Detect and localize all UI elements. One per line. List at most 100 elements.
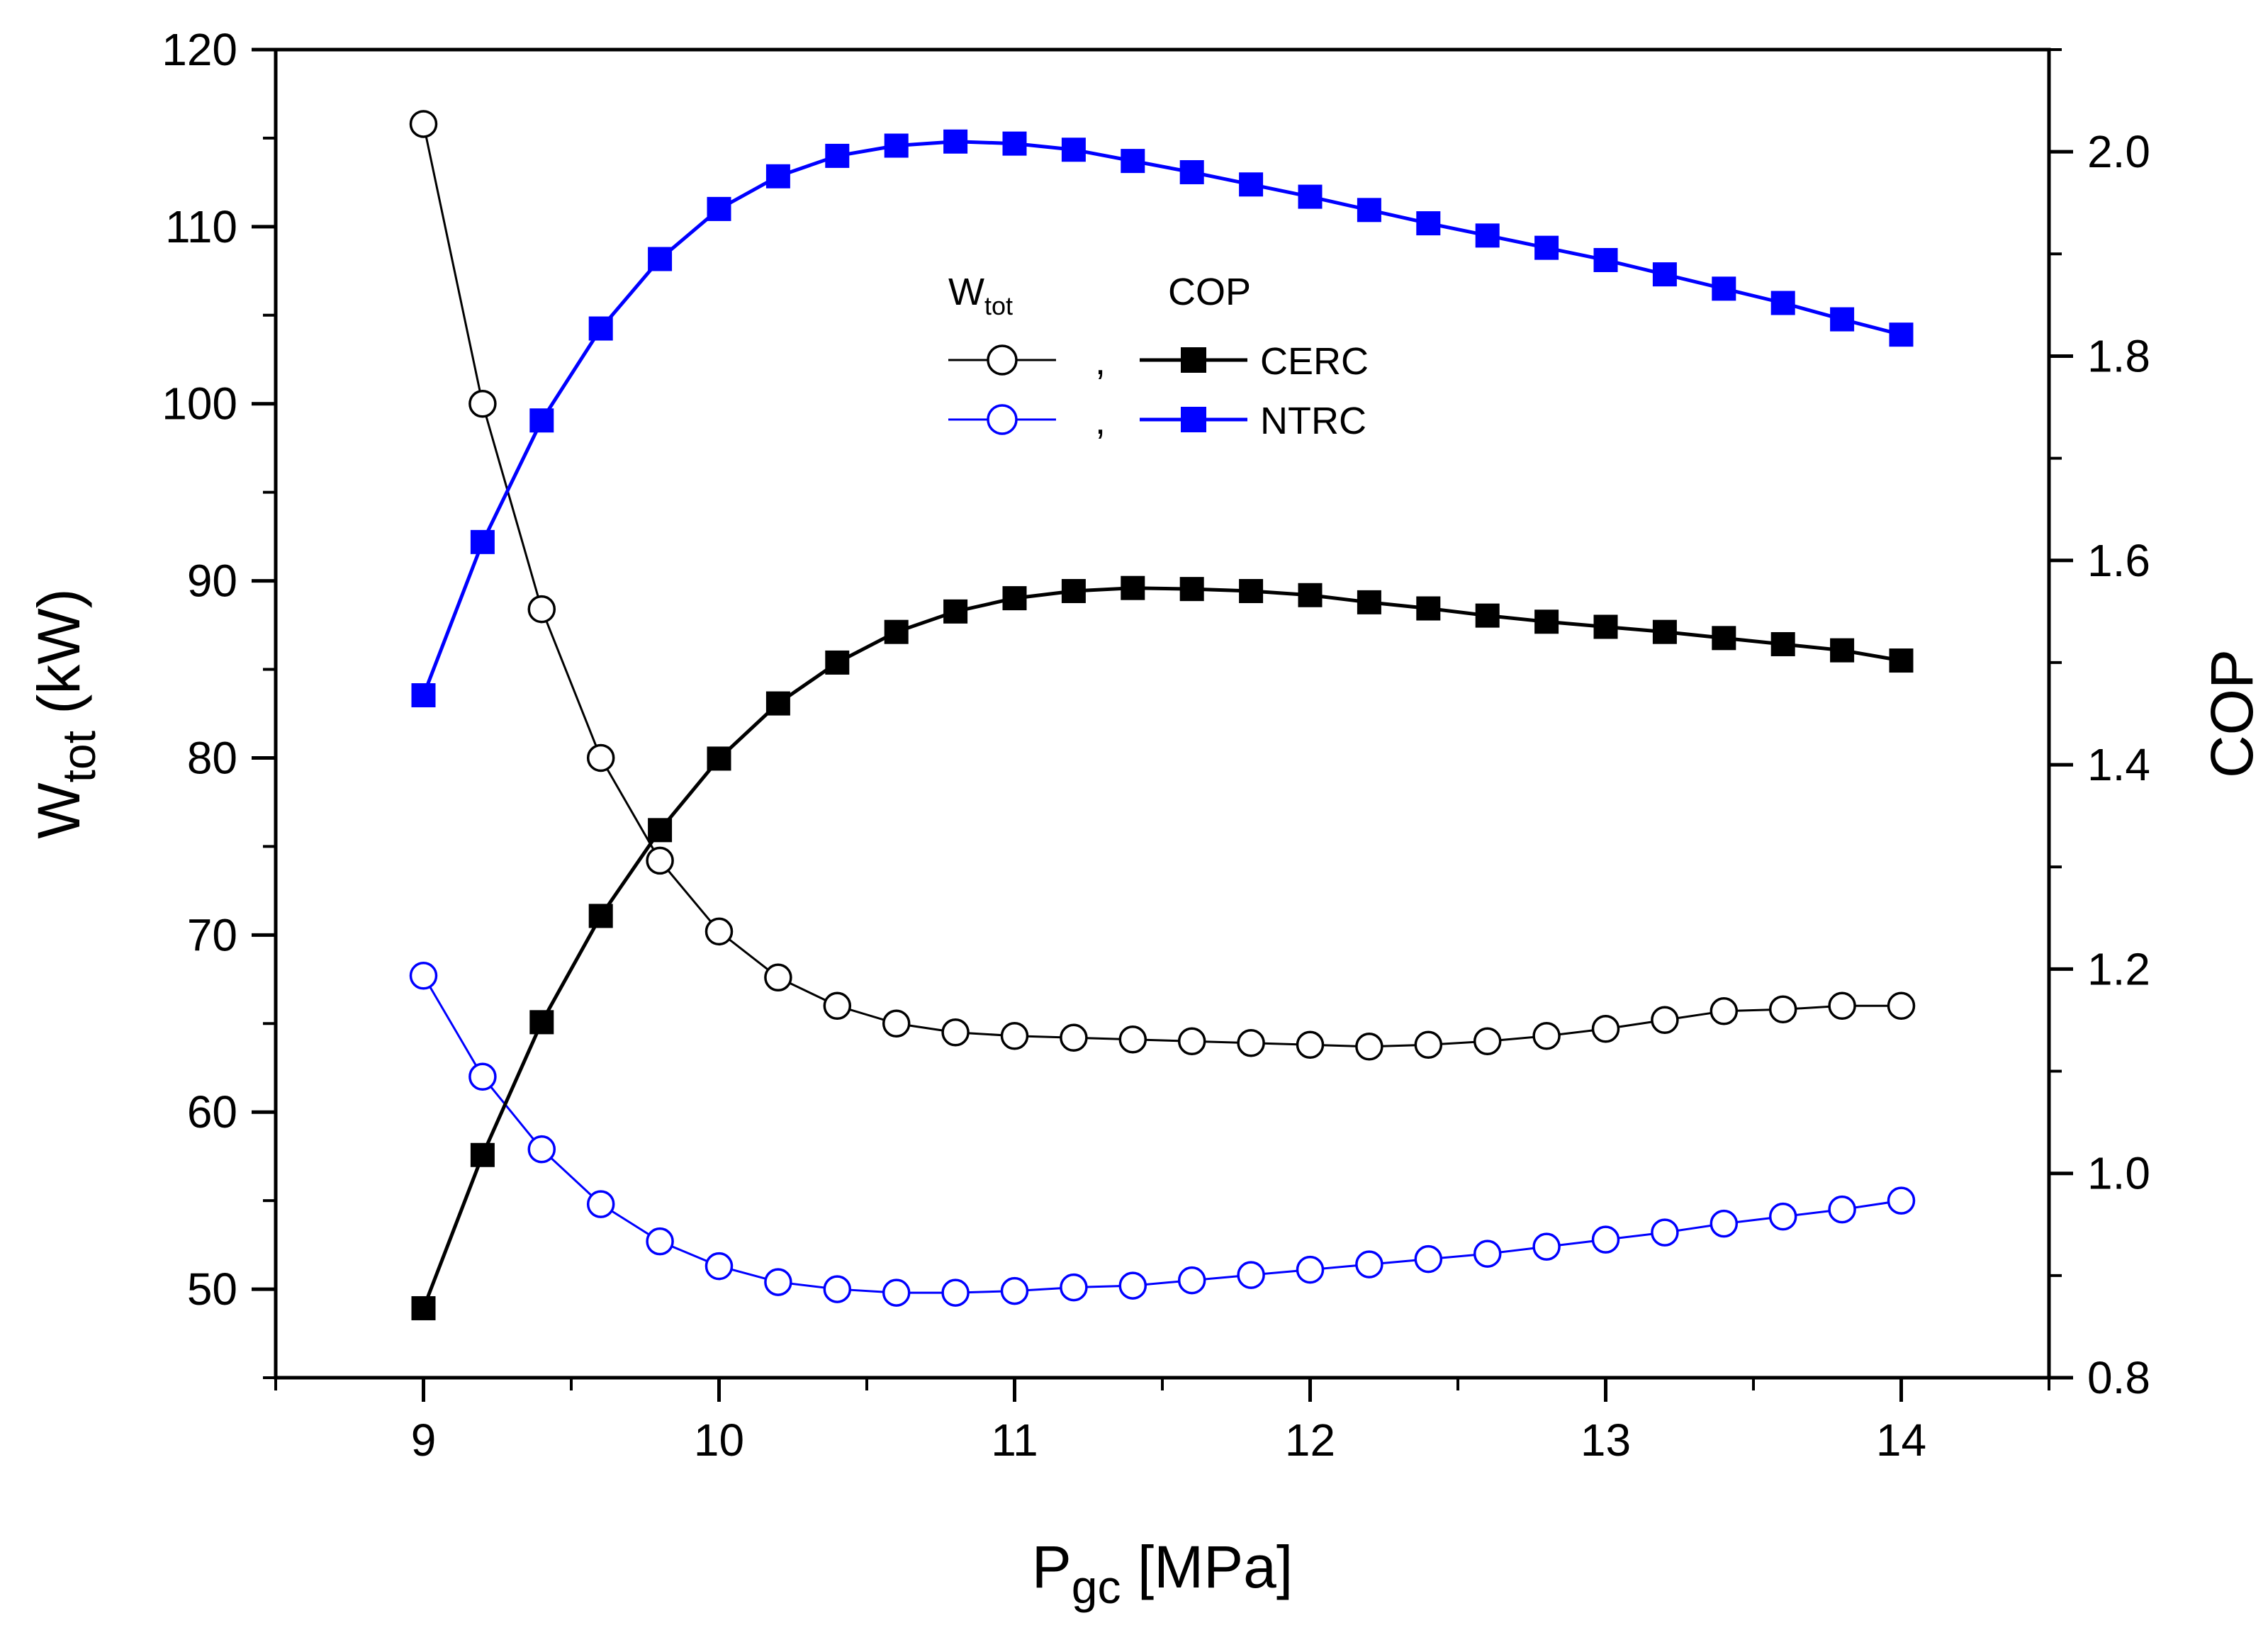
data-point-square xyxy=(707,196,731,221)
legend: Wtot COP , CERC , NTRC xyxy=(948,271,1369,442)
y-right-tick-label: 1.6 xyxy=(2087,535,2150,586)
data-point-square xyxy=(1652,619,1677,644)
data-point-circle xyxy=(1887,1186,1916,1215)
data-point-circle xyxy=(1887,991,1916,1021)
data-point-square xyxy=(707,746,731,771)
data-point-circle xyxy=(1828,1195,1856,1224)
data-point-square xyxy=(1889,322,1914,347)
data-point-circle xyxy=(1710,1209,1739,1238)
legend-wtot-marker-cerc xyxy=(987,344,1018,376)
legend-header-wtot: Wtot xyxy=(948,271,1013,320)
data-point-square xyxy=(1652,262,1677,287)
y-right-tick-label: 1.8 xyxy=(2087,330,2150,381)
data-point-circle xyxy=(1414,1244,1443,1274)
data-point-circle xyxy=(704,1252,734,1281)
data-point-circle xyxy=(1177,1266,1206,1295)
data-point-circle xyxy=(1532,1232,1561,1261)
data-point-circle xyxy=(1532,1022,1561,1050)
data-point-circle xyxy=(468,389,497,418)
y-right-tick-label: 1.2 xyxy=(2087,943,2150,994)
data-point-square xyxy=(1298,184,1323,209)
data-point-circle xyxy=(941,1278,970,1307)
data-point-circle xyxy=(1000,1022,1029,1050)
data-point-circle xyxy=(1237,1261,1265,1289)
legend-label-ntrc: NTRC xyxy=(1260,400,1366,442)
series-line-2 xyxy=(422,586,1902,1309)
data-point-square xyxy=(1416,211,1441,236)
y-left-axis-title: Wtot (kW) xyxy=(26,588,105,838)
y-left-tick-label: 90 xyxy=(187,556,237,607)
data-point-circle xyxy=(1591,1225,1620,1254)
data-point-circle xyxy=(646,1227,674,1256)
data-point-square xyxy=(529,408,554,433)
series-markers xyxy=(409,110,1916,1320)
data-point-square xyxy=(1179,159,1204,184)
data-point-circle xyxy=(1591,1015,1620,1043)
data-point-square xyxy=(1830,307,1855,332)
y-left-tick-label: 100 xyxy=(162,378,237,429)
data-point-circle xyxy=(1768,995,1797,1024)
data-point-square xyxy=(825,650,850,675)
data-point-square xyxy=(411,683,436,708)
data-point-circle xyxy=(1355,1250,1383,1278)
data-point-circle xyxy=(941,1018,970,1047)
y-left-tick-label: 110 xyxy=(165,201,237,252)
data-point-square xyxy=(1416,596,1441,621)
data-point-circle xyxy=(1710,997,1739,1025)
x-tick-label: 10 xyxy=(694,1415,744,1466)
data-point-circle xyxy=(586,743,615,772)
data-point-circle xyxy=(1473,1027,1502,1056)
y-right-tick-label: 1.0 xyxy=(2087,1148,2150,1199)
data-point-circle xyxy=(1060,1273,1088,1302)
data-point-square xyxy=(825,143,850,168)
y-left-tick-label: 120 xyxy=(162,24,237,75)
y-left-tick-label: 70 xyxy=(187,909,237,960)
data-point-circle xyxy=(823,1275,852,1303)
y-left-tick-label: 50 xyxy=(187,1264,237,1315)
x-tick-label: 12 xyxy=(1285,1415,1335,1466)
data-point-circle xyxy=(764,963,792,992)
data-point-square xyxy=(1770,631,1795,656)
data-point-square xyxy=(943,599,968,624)
data-point-circle xyxy=(1000,1276,1029,1305)
data-point-circle xyxy=(1177,1027,1206,1056)
data-point-square xyxy=(1179,577,1204,602)
tick-marks xyxy=(252,47,2073,1402)
data-point-circle xyxy=(764,1268,792,1296)
data-point-circle xyxy=(1651,1218,1679,1247)
data-point-square xyxy=(1534,609,1559,634)
data-point-square xyxy=(1475,603,1500,628)
data-point-square xyxy=(1121,575,1145,600)
y-right-tick-label: 0.8 xyxy=(2087,1352,2150,1403)
data-point-circle xyxy=(586,1190,615,1218)
data-point-circle xyxy=(1060,1023,1088,1052)
data-point-circle xyxy=(1118,1025,1147,1054)
x-axis-title: Pgc [MPa] xyxy=(1032,1534,1293,1613)
data-point-circle xyxy=(527,595,556,624)
legend-cop-marker-ntrc xyxy=(1181,407,1206,432)
data-point-square xyxy=(765,691,790,716)
data-point-square xyxy=(1475,223,1500,248)
legend-row-ntrc: , NTRC xyxy=(948,400,1366,442)
legend-cop-marker-cerc xyxy=(1181,347,1206,373)
series-lines xyxy=(422,123,1902,1309)
data-point-circle xyxy=(646,846,674,875)
data-point-circle xyxy=(468,1062,497,1091)
data-point-square xyxy=(1357,590,1381,614)
series-line-1 xyxy=(422,975,1902,1294)
data-point-circle xyxy=(1237,1029,1265,1057)
data-point-square xyxy=(884,619,909,644)
data-point-circle xyxy=(823,991,852,1021)
data-point-square xyxy=(1121,149,1145,174)
legend-header-cop: COP xyxy=(1168,271,1251,313)
data-point-circle xyxy=(1828,991,1856,1021)
data-point-circle xyxy=(1296,1255,1325,1284)
data-point-square xyxy=(1593,247,1618,272)
x-tick-label: 9 xyxy=(411,1415,437,1466)
data-point-square xyxy=(765,164,790,189)
data-point-circle xyxy=(527,1135,556,1164)
data-point-square xyxy=(1357,198,1381,223)
data-point-circle xyxy=(704,917,734,946)
